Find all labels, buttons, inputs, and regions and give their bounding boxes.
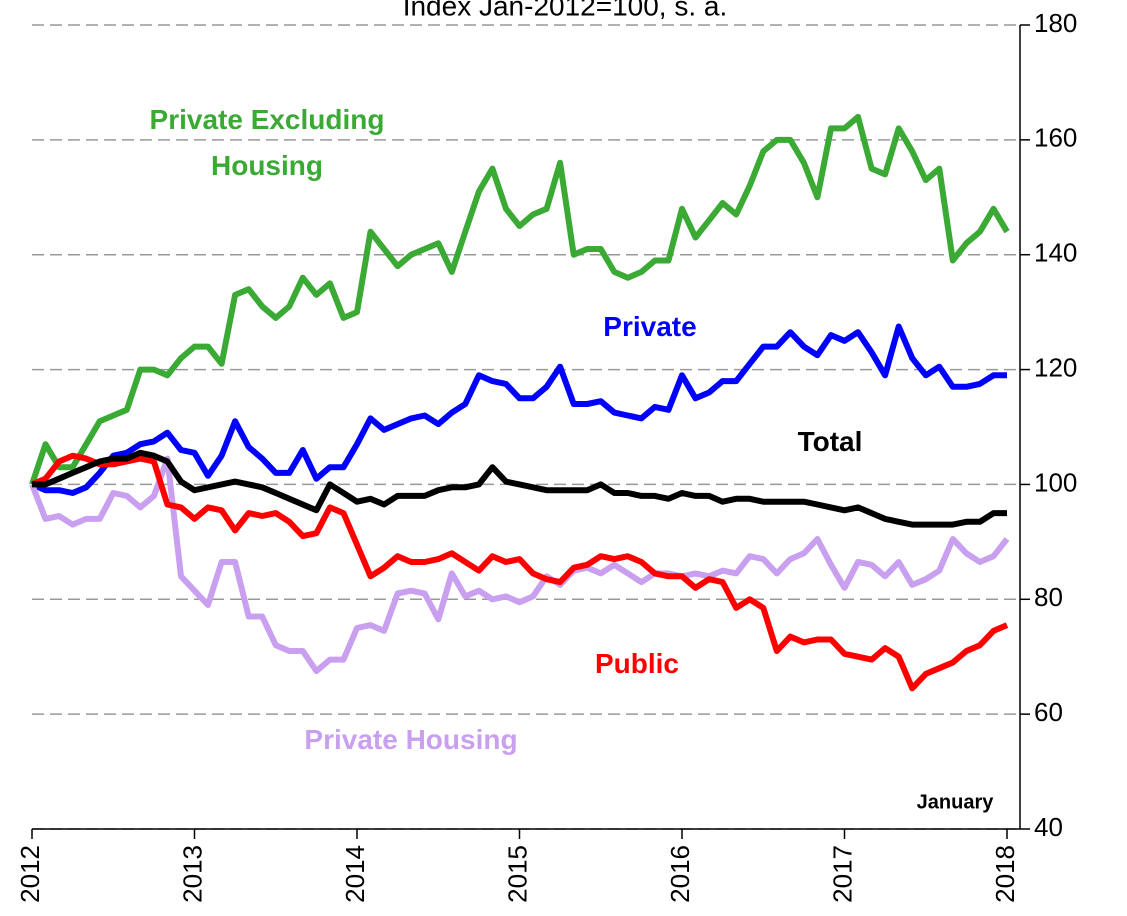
x-tick-label: 2013 [177,845,207,903]
y-tick-label: 180 [1034,8,1077,38]
chart-title: Index Jan-2012=100, s. a. [403,0,728,21]
y-tick-label: 160 [1034,123,1077,153]
x-tick-label: 2014 [340,845,370,903]
series-line [30,452,1009,692]
series-label: Total [797,426,863,457]
y-tick-label: 120 [1034,352,1077,382]
x-tick-label: 2017 [827,845,857,903]
series-line [29,113,1010,486]
series-line [32,449,1007,528]
y-tick-label: 80 [1034,582,1063,612]
y-tick-label: 100 [1034,467,1077,497]
x-tick-label: 2016 [665,845,695,903]
series-label: Private Housing [304,724,518,755]
y-tick-label: 140 [1034,238,1077,268]
x-tick-label: 2018 [990,845,1020,903]
series-line [30,323,1007,496]
series-line [29,455,1010,675]
x-tick-label: 2015 [502,845,532,903]
y-tick-label: 60 [1034,697,1063,727]
y-tick-label: 40 [1034,812,1063,842]
x-tick-label: 2012 [15,845,45,903]
series-label: Public [594,648,680,679]
annotation: January [917,791,995,813]
series-label: Private Excluding Housing [149,104,385,181]
series-label: Private [603,311,697,342]
